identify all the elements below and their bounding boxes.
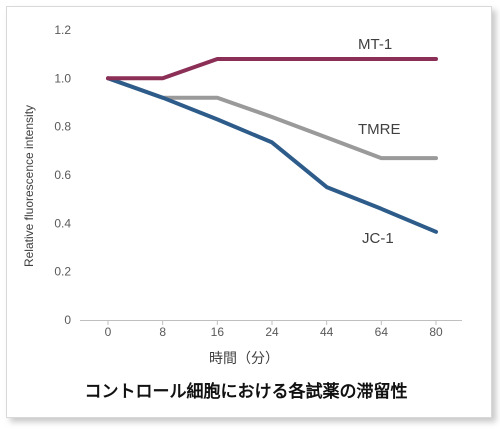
- x-tick-label: 8: [159, 325, 166, 339]
- x-tick-label: 44: [320, 325, 334, 339]
- y-tick-label: 1.0: [54, 71, 71, 85]
- series-line-jc-1: [106, 76, 438, 234]
- y-tick-label: 0: [64, 313, 71, 327]
- series-line-tmre: [106, 76, 438, 161]
- y-tick-label: 0.4: [54, 216, 71, 230]
- y-tick-label: 0.2: [54, 265, 71, 279]
- y-tick-label: 0.6: [54, 168, 71, 182]
- y-axis-label: Relative fluorescence intensity: [22, 105, 36, 267]
- y-tick-label: 1.2: [54, 23, 71, 37]
- x-tick-label: 0: [105, 325, 112, 339]
- x-axis-label: 時間（分）: [209, 351, 279, 367]
- x-tick-label: 16: [211, 325, 225, 339]
- y-tick-label: 0.8: [54, 120, 71, 134]
- x-tick-label: 80: [429, 325, 443, 339]
- chart-title: コントロール細胞における各試薬の滞留性: [85, 381, 408, 402]
- chart-frame: [6, 6, 492, 418]
- series-label-mt-1: MT-1: [358, 36, 392, 53]
- series-line-mt-1: [106, 57, 438, 81]
- series-label-jc-1: JC-1: [362, 230, 394, 247]
- x-tick-label: 24: [265, 325, 279, 339]
- x-tick-label: 64: [375, 325, 389, 339]
- series-label-tmre: TMRE: [358, 121, 401, 138]
